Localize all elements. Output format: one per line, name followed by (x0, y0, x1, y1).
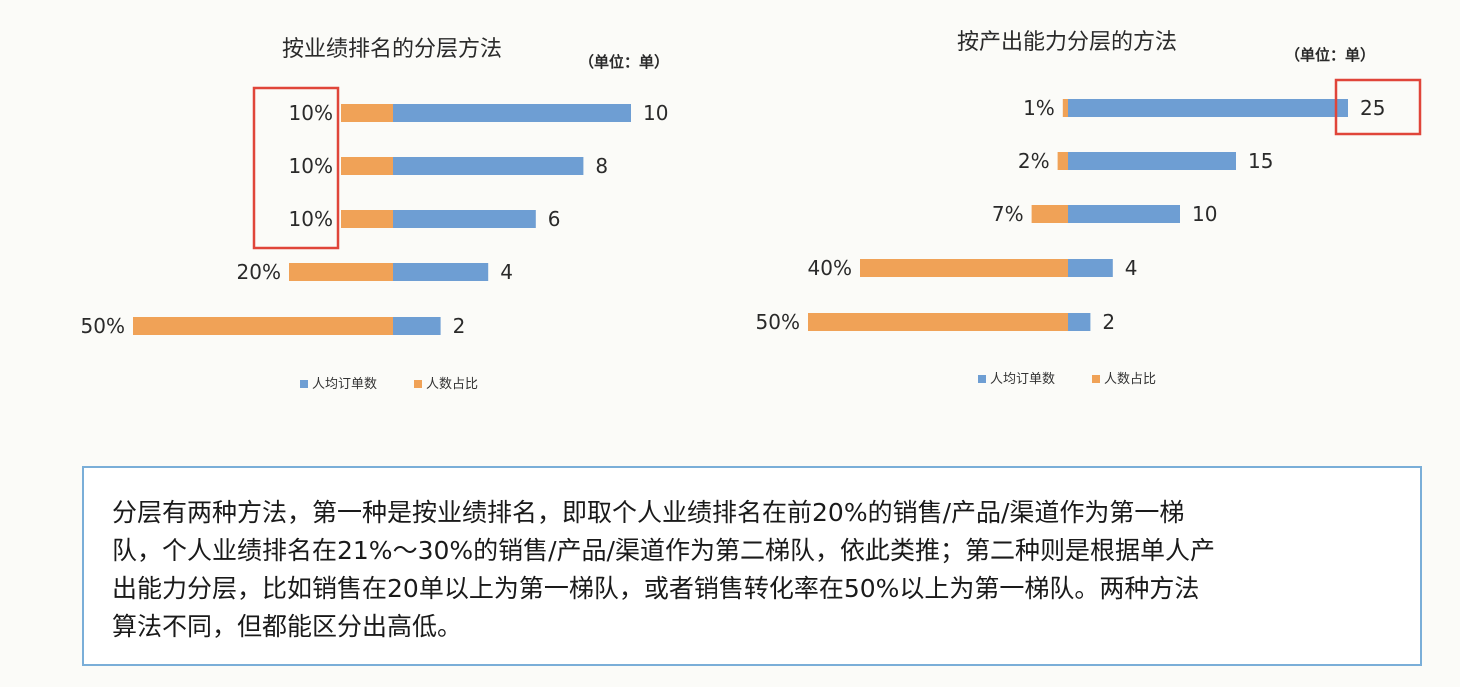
explanation-line-2: 队，个人业绩排名在21%～30%的销售/产品/渠道作为第二梯队，依此类推；第二种… (112, 536, 1215, 565)
chart-1-category-label: 10% (289, 101, 333, 125)
chart-2-title: 按产出能力分层的方法 (957, 30, 1177, 55)
chart-2-bar-share (1062, 99, 1068, 117)
chart-2-value-label: 25 (1360, 96, 1385, 120)
chart-1-bar-share (289, 263, 393, 281)
legend-label-share: 人数占比 (426, 377, 478, 392)
chart-2-bar-orders (1068, 205, 1180, 223)
explanation-box: 分层有两种方法，第一种是按业绩排名，即取个人业绩排名在前20%的销售/产品/渠道… (82, 466, 1422, 666)
chart-1-bar-orders (393, 104, 631, 122)
chart-1-bar-orders (393, 157, 584, 175)
chart-2-value-label: 10 (1192, 202, 1217, 226)
chart-2-highlight-box (1334, 78, 1422, 136)
chart-1-value-label: 4 (500, 260, 513, 284)
chart-1-category-label: 50% (81, 314, 125, 338)
chart-1-title: 按业绩排名的分层方法 (282, 37, 502, 62)
chart-2-bar-orders (1068, 99, 1348, 117)
chart-2-bar-share (860, 259, 1068, 277)
legend-swatch-share (1092, 375, 1100, 383)
chart-1-value-label: 10 (643, 101, 668, 125)
chart-1-value-label: 8 (595, 154, 608, 178)
chart-1-unit-note: （单位：单） (579, 53, 669, 71)
legend-label-share: 人数占比 (1104, 372, 1156, 387)
explanation-line-3: 出能力分层，比如销售在20单以上为第一梯队，或者销售转化率在50%以上为第一梯队… (112, 574, 1200, 603)
chart-2-bar-share (1057, 152, 1068, 170)
chart-1-highlight-box (252, 86, 340, 250)
chart-2-bar-orders (1068, 313, 1091, 331)
explanation-line-4: 算法不同，但都能区分出高低。 (112, 612, 463, 641)
chart-2-category-label: 2% (1018, 149, 1050, 173)
explanation-line-1: 分层有两种方法，第一种是按业绩排名，即取个人业绩排名在前20%的销售/产品/渠道… (112, 498, 1185, 527)
chart-2-value-label: 4 (1125, 256, 1138, 280)
chart-1-bar-share (133, 317, 393, 335)
chart-2-bar-orders (1068, 152, 1236, 170)
chart-2-bar-share (808, 313, 1068, 331)
chart-2-category-label: 40% (808, 256, 852, 280)
chart-2-value-label: 2 (1102, 310, 1115, 334)
chart-2-category-label: 50% (756, 310, 800, 334)
legend-label-orders: 人均订单数 (312, 377, 377, 392)
chart-2-category-label: 1% (1023, 96, 1055, 120)
chart-1-category-label: 10% (289, 154, 333, 178)
chart-2-value-label: 15 (1248, 149, 1273, 173)
chart-2-bar-orders (1068, 259, 1113, 277)
chart-1-value-label: 2 (453, 314, 466, 338)
chart-2-category-label: 7% (992, 202, 1024, 226)
legend-swatch-orders (978, 375, 986, 383)
chart-1-value-label: 6 (548, 207, 561, 231)
legend-swatch-share (414, 380, 422, 388)
legend-swatch-orders (300, 380, 308, 388)
chart-1-bar-share (341, 157, 393, 175)
chart-1-bar-orders (393, 317, 441, 335)
chart-2-bar-share (1031, 205, 1068, 223)
chart-2-unit-note: （单位：单） (1285, 46, 1375, 64)
chart-1-bar-share (341, 210, 393, 228)
chart-1-bar-orders (393, 263, 489, 281)
chart-1-category-label: 20% (237, 260, 281, 284)
chart-1-category-label: 10% (289, 207, 333, 231)
legend-label-orders: 人均订单数 (990, 372, 1055, 387)
chart-1-bar-share (341, 104, 393, 122)
chart-1-bar-orders (393, 210, 536, 228)
